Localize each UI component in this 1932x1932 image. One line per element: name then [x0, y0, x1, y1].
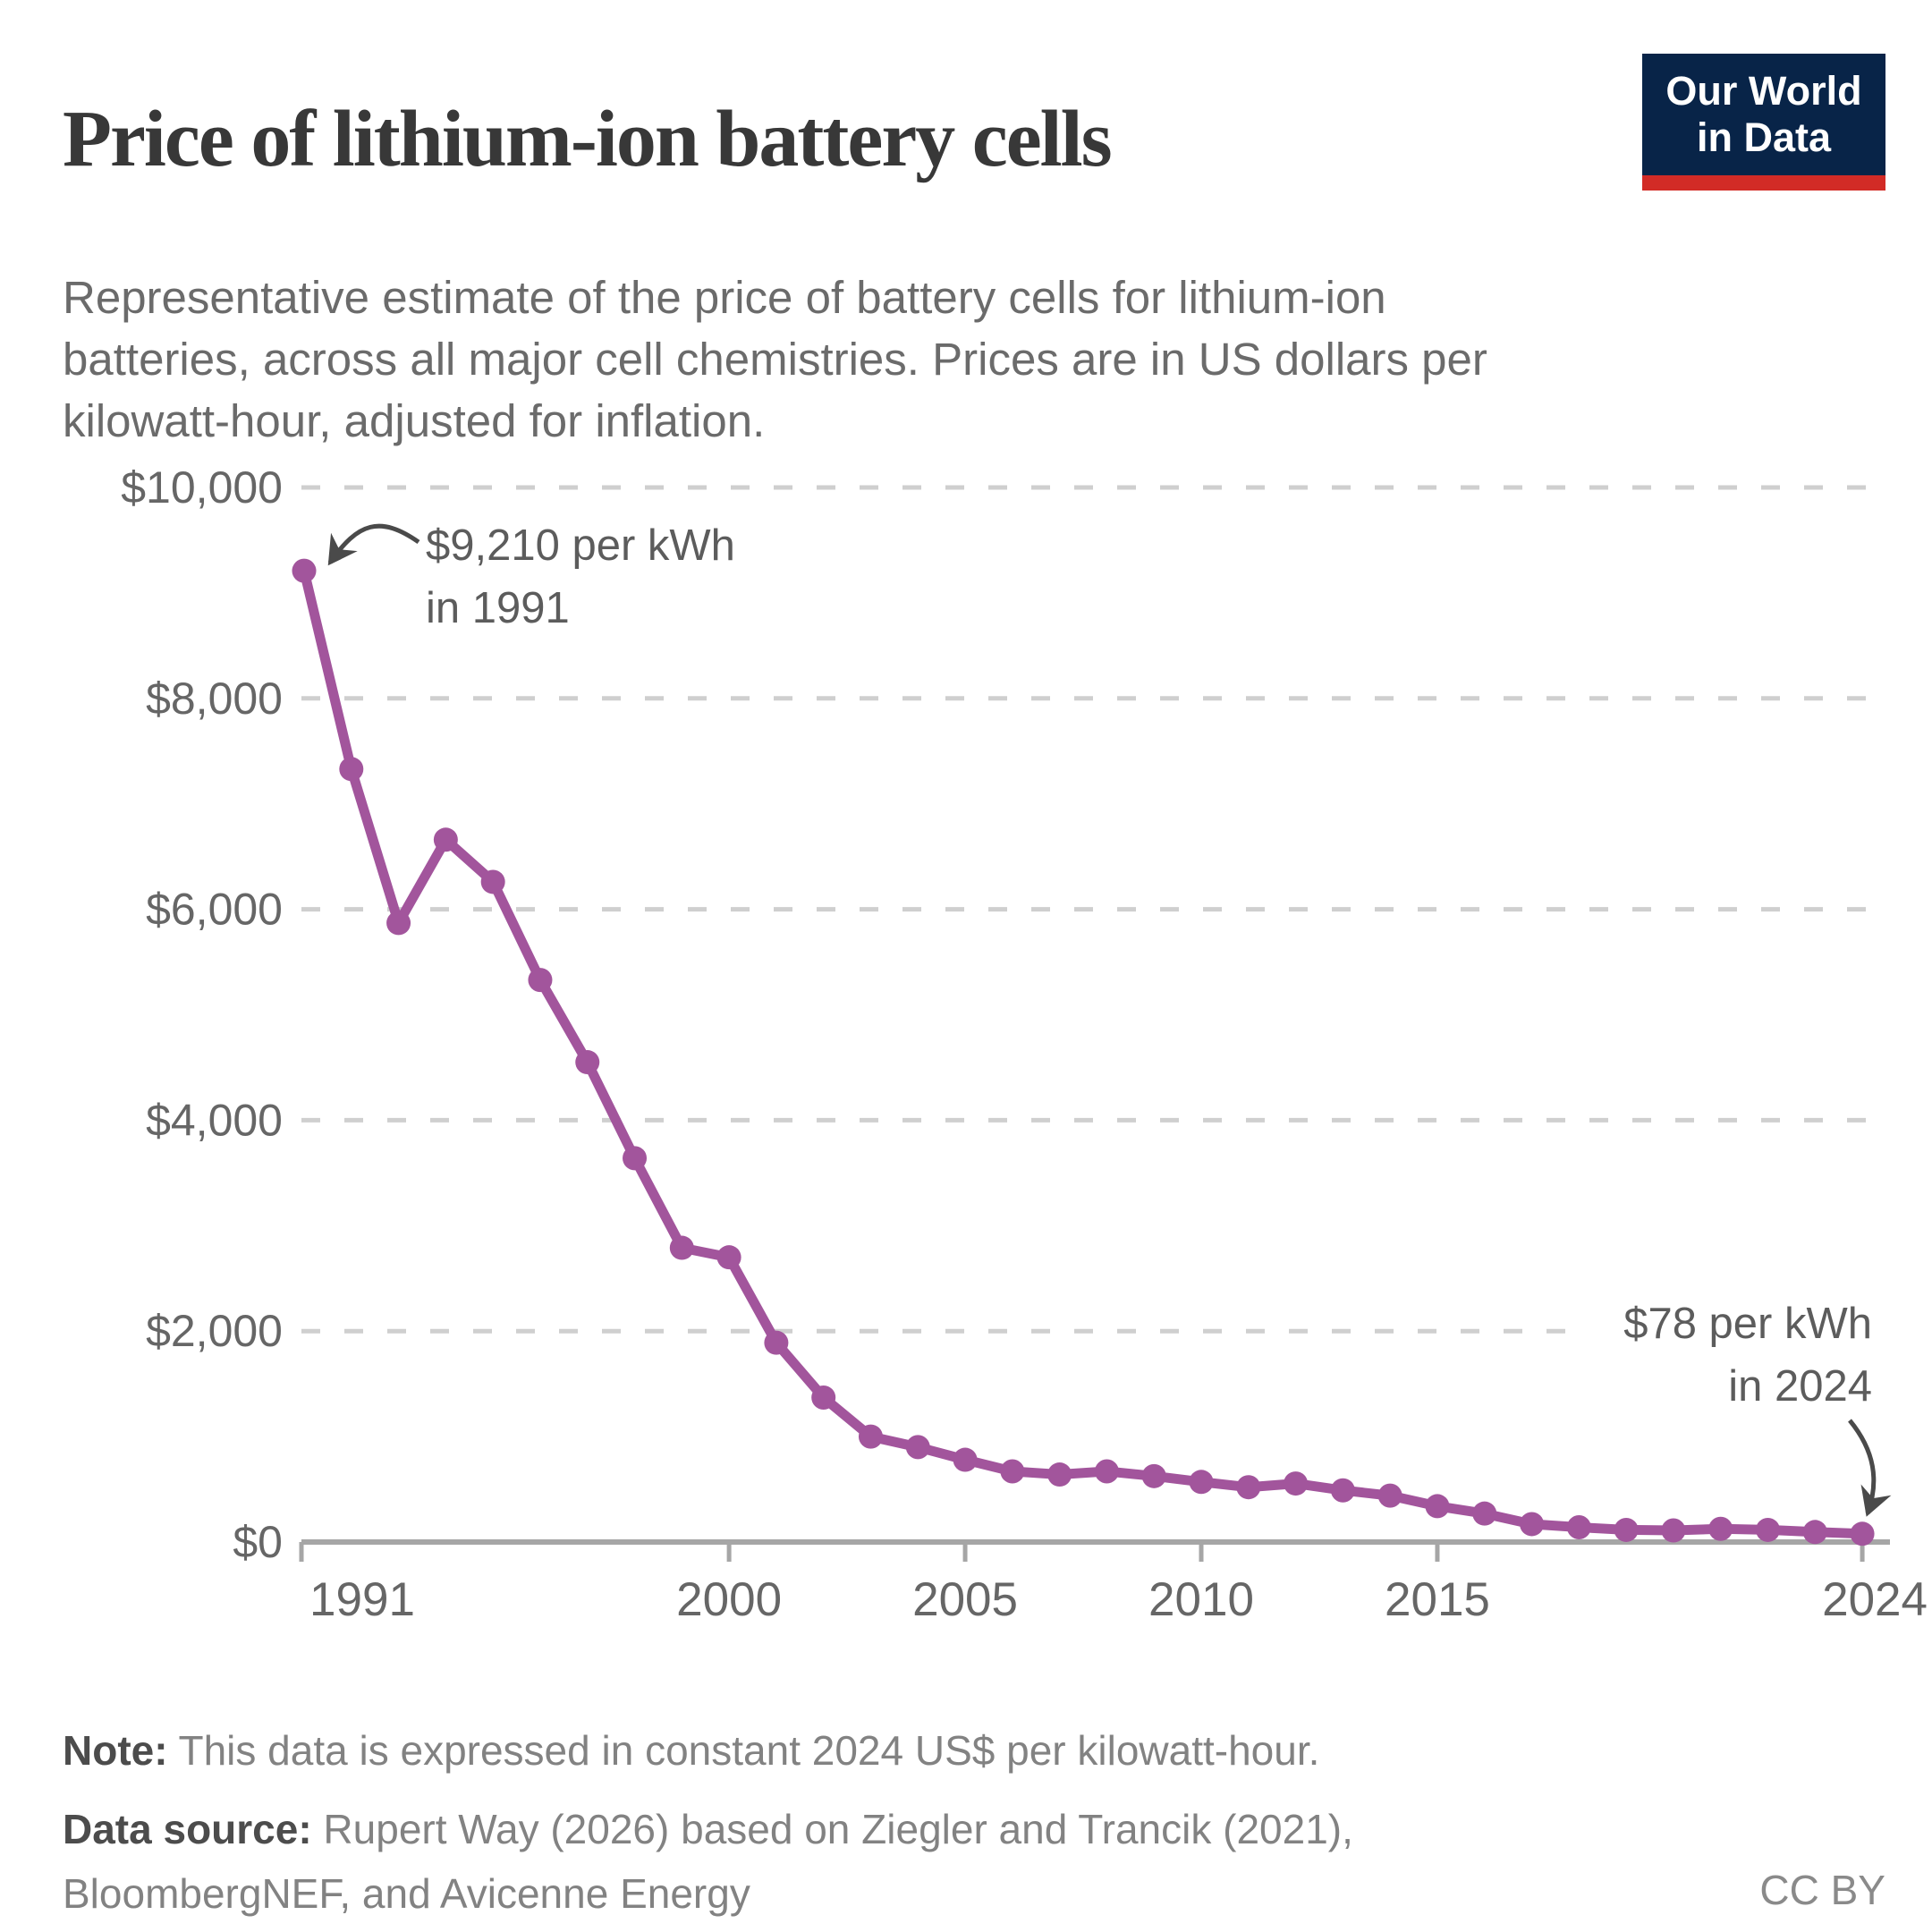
- owid-logo: Our World in Data: [1642, 54, 1885, 175]
- arrow-to-2024-point: [1848, 1419, 1892, 1517]
- data-point-2018: [1566, 1514, 1591, 1539]
- data-point-2023: [1802, 1520, 1827, 1545]
- chart-note: Note: This data is expressed in constant…: [63, 1726, 1673, 1775]
- data-point-1995: [480, 869, 505, 894]
- data-point-1998: [623, 1146, 648, 1171]
- data-point-2013: [1330, 1478, 1355, 1503]
- owid-logo-line1: Our World: [1665, 67, 1862, 114]
- page-title: Price of lithium-ion battery cells: [63, 95, 1113, 184]
- data-point-2019: [1614, 1517, 1639, 1542]
- data-point-2012: [1284, 1471, 1309, 1496]
- data-point-2016: [1472, 1501, 1497, 1526]
- subtitle-line: kilowatt-hour, adjusted for inflation.: [63, 394, 766, 446]
- y-axis-label-2000: $2,000: [146, 1306, 283, 1356]
- y-axis-label-0: $0: [233, 1517, 283, 1567]
- data-point-2022: [1755, 1517, 1780, 1542]
- y-axis-label-4000: $4,000: [146, 1095, 283, 1145]
- data-point-2007: [1047, 1462, 1072, 1487]
- data-point-2017: [1520, 1512, 1545, 1537]
- data-source-label: Data source:: [63, 1806, 312, 1852]
- y-axis-label-10000: $10,000: [121, 462, 283, 513]
- data-point-1994: [433, 827, 458, 852]
- annotation-2024-year: in 2024: [1728, 1361, 1872, 1411]
- owid-logo-red-bar: [1642, 175, 1885, 191]
- data-point-2024: [1850, 1521, 1875, 1546]
- annotation-2024-value: $78 per kWh: [1623, 1300, 1872, 1348]
- owid-logo-line2: in Data: [1696, 114, 1832, 160]
- data-point-2001: [764, 1330, 789, 1355]
- x-axis-label-2024: 2024: [1822, 1573, 1928, 1626]
- annotation-1991-year: in 1991: [426, 583, 570, 632]
- data-point-2003: [858, 1424, 883, 1449]
- price-line-series: [299, 565, 1868, 1539]
- y-axis-label-8000: $8,000: [146, 674, 283, 724]
- note-text: This data is expressed in constant 2024 …: [167, 1727, 1320, 1774]
- data-point-1993: [386, 911, 411, 936]
- annotation-2024: $78 per kWh in 2024: [1623, 1293, 1872, 1418]
- note-label: Note:: [63, 1727, 168, 1774]
- x-axis-label-2000: 2000: [676, 1573, 782, 1626]
- data-point-1999: [669, 1235, 694, 1260]
- data-point-2004: [905, 1435, 930, 1460]
- chart-data-source: Data source: Rupert Way (2026) based on …: [63, 1798, 1583, 1927]
- data-point-2006: [1000, 1459, 1025, 1484]
- data-point-1992: [339, 757, 364, 782]
- data-point-2010: [1189, 1470, 1214, 1495]
- subtitle-line: Representative estimate of the price of …: [63, 272, 1386, 323]
- data-point-2014: [1377, 1483, 1402, 1508]
- data-source-line1: Rupert Way (2026) based on Ziegler and T…: [311, 1806, 1353, 1852]
- license-badge: CC BY: [1759, 1867, 1885, 1913]
- data-point-2020: [1661, 1518, 1686, 1543]
- data-point-2011: [1236, 1475, 1261, 1500]
- x-axis-label-2010: 2010: [1148, 1573, 1254, 1626]
- annotation-1991-value: $9,210 per kWh: [426, 521, 735, 570]
- data-point-2015: [1425, 1494, 1450, 1519]
- data-point-2000: [716, 1245, 741, 1270]
- data-point-1997: [575, 1050, 600, 1075]
- x-axis-label-1991: 1991: [309, 1573, 415, 1626]
- data-point-2021: [1708, 1516, 1733, 1541]
- data-point-1991: [292, 558, 317, 583]
- data-point-2005: [953, 1447, 978, 1472]
- data-point-2002: [811, 1385, 836, 1410]
- data-point-1996: [528, 968, 553, 993]
- annotation-1991: $9,210 per kWh in 1991: [426, 515, 735, 640]
- chart-subtitle: Representative estimate of the price of …: [63, 267, 1816, 453]
- data-point-2008: [1094, 1459, 1119, 1484]
- x-axis-label-2005: 2005: [912, 1573, 1018, 1626]
- data-source-line2: BloombergNEF, and Avicenne Energy: [63, 1869, 750, 1917]
- arrow-to-1991-point: [327, 523, 420, 566]
- y-axis-label-6000: $6,000: [146, 885, 283, 935]
- data-point-2009: [1141, 1463, 1166, 1488]
- x-axis-label-2015: 2015: [1385, 1573, 1490, 1626]
- subtitle-line: batteries, across all major cell chemist…: [63, 333, 1487, 385]
